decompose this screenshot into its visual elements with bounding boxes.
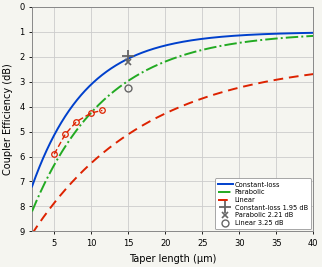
Linear bbox=[250, 83, 253, 86]
Parabolic bbox=[254, 39, 258, 42]
X-axis label: Taper length (μm): Taper length (μm) bbox=[129, 254, 216, 264]
Line: Parabolic: Parabolic bbox=[32, 36, 313, 211]
Line: Linear: Linear bbox=[32, 74, 313, 234]
Y-axis label: Coupler Efficiency (dB): Coupler Efficiency (dB) bbox=[4, 63, 14, 175]
Parabolic bbox=[30, 210, 34, 213]
Constant-loss bbox=[311, 31, 315, 34]
Parabolic bbox=[59, 152, 63, 155]
Linear bbox=[144, 122, 148, 125]
Linear bbox=[311, 72, 315, 76]
Linear bbox=[59, 193, 63, 197]
Linear bbox=[30, 232, 34, 235]
Linear bbox=[254, 82, 258, 85]
Linear bbox=[223, 90, 227, 93]
Parabolic bbox=[250, 40, 253, 43]
Parabolic bbox=[223, 44, 227, 47]
Parabolic bbox=[311, 34, 315, 38]
Line: Constant-loss: Constant-loss bbox=[32, 33, 313, 186]
Constant-loss bbox=[30, 185, 34, 188]
Linear bbox=[154, 116, 158, 120]
Constant-loss bbox=[223, 35, 227, 38]
Constant-loss bbox=[144, 50, 148, 53]
Constant-loss bbox=[154, 46, 158, 50]
Legend: Constant-loss, Parabolic, Linear, Constant-loss 1.95 dB, Parabolic 2.21 dB, Line: Constant-loss, Parabolic, Linear, Consta… bbox=[215, 178, 311, 229]
Parabolic bbox=[144, 69, 148, 72]
Constant-loss bbox=[254, 33, 258, 36]
Constant-loss bbox=[250, 33, 253, 36]
Parabolic bbox=[154, 64, 158, 67]
Constant-loss bbox=[59, 122, 63, 125]
